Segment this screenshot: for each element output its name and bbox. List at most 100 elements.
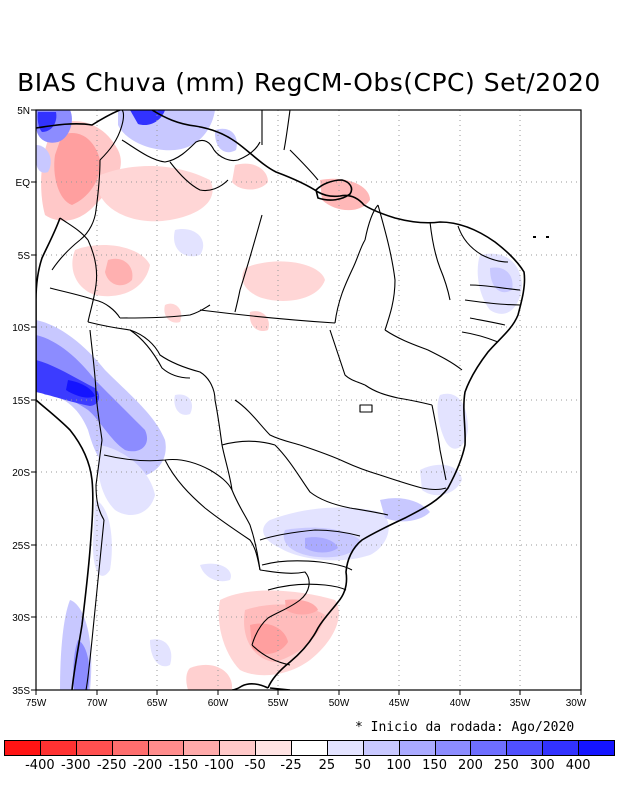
border-state-am-mt [119,304,211,319]
pos-bias-venezuela [118,110,215,151]
pos-bias-southeast-coast [380,498,430,522]
neg-bias-nw-core [54,132,101,205]
pos-bias-bahia-coast [437,393,468,449]
lon-label: 30W [566,698,587,709]
colorbar-label: -50 [244,758,266,773]
colorbar-swatch [219,740,257,756]
coastline-island-marajo [315,179,353,201]
lon-labels: 75W 70W 65W 60W 55W 50W 45W 40W 35W 30W [26,698,587,709]
border-state-go-mg [299,444,381,476]
lon-label: 55W [268,698,289,709]
colorbar-label: 200 [458,758,483,773]
border-colombia-brazil [79,159,101,241]
neg-bias-west-core [105,258,133,286]
neg-bias-mato-grosso [242,261,325,301]
axis-ticks [31,109,582,695]
border-state-rr [169,161,229,192]
pos-bias-andes-peak [66,380,95,398]
lat-label: 10S [12,323,30,334]
colorbar-swatch [255,740,293,756]
neg-bias-small-2 [164,303,182,323]
coastline-uruguay-argentina [231,683,269,690]
neg-bias-rs-core [250,623,288,654]
pos-bias-amazon-small [174,229,204,257]
border-state-ba [384,329,463,371]
border-guianas [213,110,291,162]
lat-label: 35S [12,686,30,697]
lat-label: 5S [18,251,31,262]
border-state-am-pa [234,214,263,313]
border-state-sc-rs [267,583,347,591]
border-peru-acre [49,287,121,319]
colorbar-label: -200 [132,758,163,773]
border-peru-brazil [51,239,98,323]
border-state-sp [274,444,389,516]
border-state-pa-to [334,239,366,324]
pos-bias-northeast-core [490,267,513,293]
coastline-pacific-ne [36,217,61,301]
colorbar-label: 300 [529,758,555,773]
border-peru-bolivia [89,329,103,441]
border-state-pa-ma [364,204,379,241]
colorbar-label: -400 [25,758,55,773]
border-state-pi-ce [429,221,451,301]
colorbar-label: -25 [280,758,302,773]
neg-bias-small-1 [249,311,269,332]
coastlines [36,110,526,690]
lat-label: EQ [16,178,31,189]
colorbar-swatch [75,740,113,756]
lat-label: 30S [12,613,30,624]
pos-bias-nw-coast [36,145,51,173]
border-bolivia-chile [95,439,105,521]
border-paraguay-brazil [221,444,261,571]
border-state-pr-sc [261,560,353,571]
border-state-mt-ms [221,440,276,446]
colorbar-label: 50 [354,758,372,773]
colorbar-swatch [470,740,508,756]
neg-bias-para [232,163,268,190]
lon-label: 45W [389,698,410,709]
neg-bias-argentina [186,664,232,690]
border-colombia-venezuela [99,110,125,161]
pos-bias-argentina [150,639,172,667]
border-state-mg-rj [379,474,447,491]
border-state-al-se [461,317,506,343]
border-state-df [359,404,373,413]
lon-label: 50W [329,698,350,709]
border-state-mg-es [431,404,447,481]
colorbar-label: 150 [422,758,447,773]
colorbar-label: 250 [493,758,519,773]
colorbar-label: 400 [565,758,591,773]
colorbar-swatch [147,740,185,756]
neg-bias-rs-core2 [285,599,318,615]
lat-label: 20S [12,468,30,479]
lat-label: 5N [17,106,30,117]
border-state-ro [129,329,191,379]
run-start-note: * Inicio da rodada: Ago/2020 [355,720,575,735]
pos-bias-bolivia-south [98,445,155,515]
bias-shading [36,110,522,690]
colorbar-label: -100 [204,758,235,773]
border-state-to-go [329,329,366,386]
colorbar-swatch [111,740,149,756]
border-state-pa-mt [199,309,336,324]
colorbar-label: -150 [168,758,199,773]
colorbar-swatch [578,740,615,756]
colorbar-swatch [326,740,364,756]
lat-labels: 5N EQ 5S 10S 15S 20S 25S 30S 35S [12,106,30,697]
colorbar-swatch [434,740,472,756]
coastline-pacific [36,300,94,690]
colorbar-label: 100 [386,758,412,773]
border-argentina-paraguay [164,459,261,571]
pos-bias-sp-small [200,563,231,582]
pos-bias-guyana [214,128,237,153]
pos-bias-goias-small [174,394,193,415]
lon-label: 35W [510,698,531,709]
border-state-pb-pe [464,284,521,306]
neg-bias-central-amazon [100,165,213,222]
border-state-mg-ba [364,384,433,406]
neg-bias-amazon-mouth [320,178,370,211]
border-state-ma-pi [377,204,396,331]
colorbar-label: -250 [96,758,127,773]
